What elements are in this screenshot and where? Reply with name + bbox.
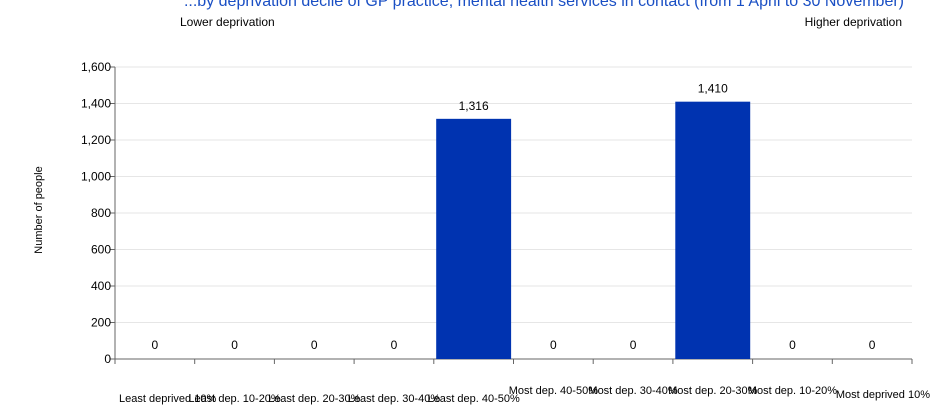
data-label: 0 (391, 338, 398, 352)
y-tick-label: 200 (91, 316, 111, 330)
bars: 0 0 0 0 1,316 0 0 1,410 0 0 (152, 82, 876, 360)
y-tick-label: 800 (91, 206, 111, 220)
y-tick-label: 1,200 (81, 133, 111, 147)
gridlines (115, 66, 912, 323)
x-tick-label: Most deprived 10% (836, 389, 930, 401)
y-tick-label: 400 (91, 279, 111, 293)
data-label: 0 (789, 338, 796, 352)
x-tick-label: Least dep. 20-30% (268, 393, 361, 405)
data-label: 0 (550, 338, 557, 352)
data-label: 0 (231, 338, 238, 352)
data-label: 0 (152, 338, 159, 352)
x-axis-labels: Least deprived 10%Least dep. 10-20%Least… (114, 359, 930, 405)
x-tick-label: Least dep. 40-50% (427, 393, 520, 405)
y-axis: 0 200 400 600 800 1,000 1,200 1,400 1,600 (81, 60, 912, 366)
x-tick-label: Least dep. 10-20% (188, 393, 281, 405)
data-label: 1,410 (698, 82, 728, 96)
higher-deprivation-label: Higher deprivation (805, 15, 902, 29)
x-tick-label: Most dep. 10-20% (748, 385, 837, 397)
data-label: 1,316 (459, 99, 489, 113)
bar (675, 101, 751, 360)
y-axis-label: Number of people (33, 166, 45, 253)
x-tick-label: Most dep. 20-30% (668, 385, 757, 397)
chart-title: ...by deprivation decile of GP practice,… (184, 0, 904, 10)
y-tick-label: 600 (91, 243, 111, 257)
data-label: 0 (311, 338, 318, 352)
data-label: 0 (869, 338, 876, 352)
lower-deprivation-label: Lower deprivation (180, 15, 275, 29)
x-tick-label: Least deprived 10% (119, 393, 216, 405)
x-tick-label: Most dep. 30-40% (588, 385, 677, 397)
y-tick-label: 1,600 (81, 60, 111, 74)
y-tick-label: 1,400 (81, 97, 111, 111)
x-tick-label: Least dep. 30-40% (348, 393, 441, 405)
x-tick-label: Most dep. 40-50% (509, 385, 598, 397)
data-label: 0 (630, 338, 637, 352)
bar (436, 118, 512, 359)
y-tick-label: 1,000 (81, 170, 111, 184)
y-tick-label: 0 (104, 352, 111, 366)
